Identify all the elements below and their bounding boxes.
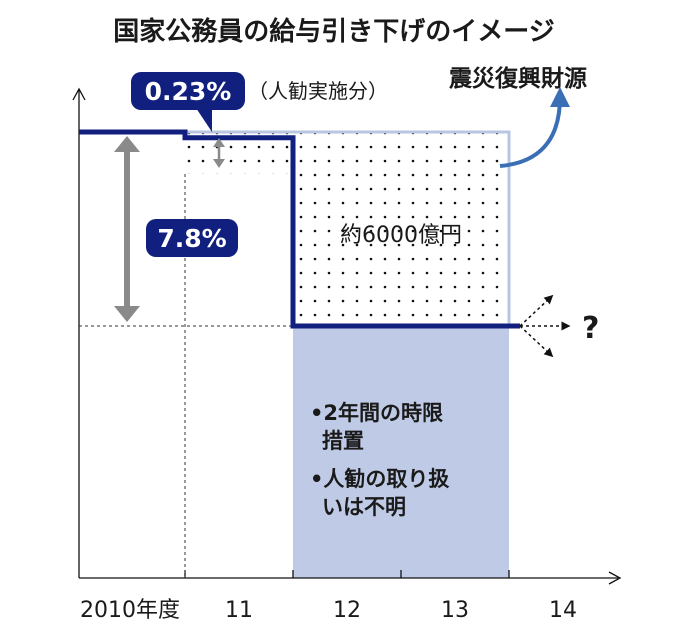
salary-step-line (79, 129, 520, 329)
x-axis-arrow-icon (608, 571, 622, 585)
shaded-notes: •2年間の時限 措置 •人勧の取り扱 いは不明 (310, 401, 450, 519)
arrow-down-dashed (519, 325, 554, 358)
shaded-note-line: 措置 (322, 429, 364, 453)
cut-large-arrow-icon (114, 136, 140, 322)
cut-small-arrow-icon (213, 138, 225, 168)
shaded-note-line: いは不明 (322, 495, 406, 519)
y-axis-arrow-icon (72, 87, 86, 101)
reconstruction-label: 震災復興財源 (449, 65, 587, 92)
arrow-up-dashed (519, 294, 554, 327)
dotted-area (183, 132, 509, 326)
dotted-area-label: 約6000億円 (340, 223, 462, 248)
badge-cut-large-label: 7.8% (157, 224, 226, 253)
badge-cut-small: 0.23% (131, 72, 245, 132)
future-branch-arrows (519, 294, 571, 358)
badge-cut-large: 7.8% (146, 219, 238, 257)
shaded-temporary-region (293, 326, 509, 578)
x-tick-labels: 2010年度 11 12 13 14 (80, 598, 577, 623)
badge-cut-small-label: 0.23% (145, 77, 232, 106)
x-tick-label: 11 (225, 598, 253, 623)
reconstruction-arrow-icon (499, 87, 570, 168)
x-tick-label: 2010年度 (80, 598, 180, 623)
future-question-mark: ? (582, 311, 599, 346)
x-tick-label: 14 (549, 598, 577, 623)
dotted-area-outline (183, 130, 511, 326)
shaded-note-line: •2年間の時限 (310, 401, 443, 425)
shaded-note-line: •人勧の取り扱 (310, 467, 450, 491)
cut-small-note: （人勧実施分） (248, 79, 388, 103)
x-tick-label: 13 (441, 598, 469, 623)
chart-title: 国家公務員の給与引き下げのイメージ (113, 16, 554, 47)
x-tick-label: 12 (333, 598, 361, 623)
